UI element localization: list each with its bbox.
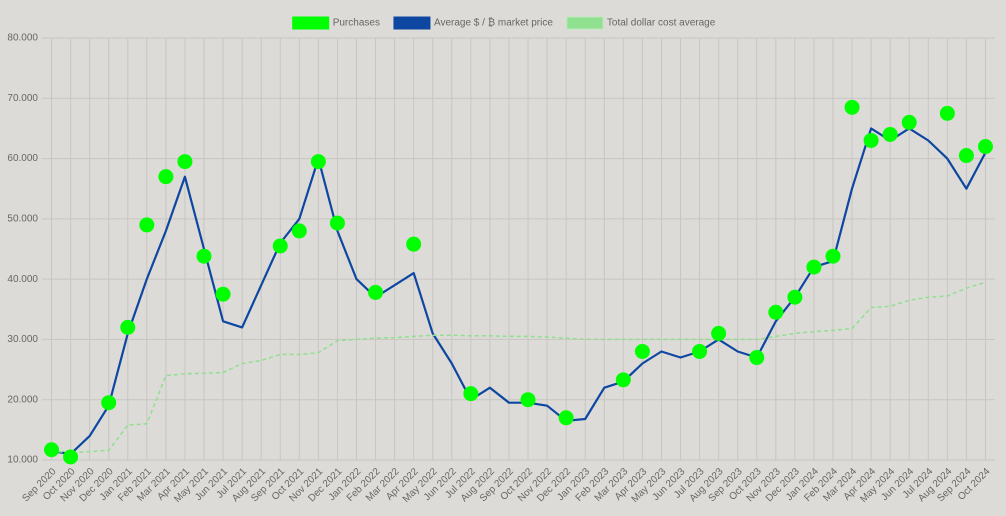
purchase-point — [463, 386, 479, 402]
purchase-point — [44, 442, 60, 458]
purchase-point — [825, 248, 841, 264]
purchase-point — [634, 343, 650, 359]
purchase-point — [863, 132, 879, 148]
y-tick-label: 20.000 — [7, 394, 38, 405]
purchase-point — [177, 154, 193, 170]
purchase-point — [406, 236, 422, 252]
legend: Purchases Average $ / ₿ market price Total… — [292, 16, 716, 30]
y-tick-label: 70.000 — [7, 93, 38, 104]
purchase-point — [215, 286, 231, 302]
purchase-point — [158, 169, 174, 185]
purchase-point — [768, 304, 784, 320]
purchase-point — [939, 105, 955, 121]
series-line — [51, 127, 987, 456]
purchase-point — [615, 372, 631, 388]
legend-label: Average $ / ₿ market price — [434, 17, 553, 29]
y-tick-label: 40.000 — [7, 274, 38, 285]
legend-swatch — [393, 16, 431, 30]
purchase-point — [749, 350, 765, 366]
purchase-point — [291, 223, 307, 239]
purchase-point — [196, 248, 212, 264]
purchase-point — [368, 284, 384, 300]
legend-label: Purchases — [333, 18, 380, 29]
purchase-point — [901, 114, 917, 130]
purchase-point — [977, 139, 993, 155]
purchase-point — [101, 395, 117, 411]
purchase-point — [120, 319, 136, 335]
purchase-point — [692, 343, 708, 359]
y-tick-label: 10.000 — [7, 455, 38, 466]
purchase-point — [958, 148, 974, 164]
y-tick-label: 60.000 — [7, 153, 38, 164]
purchase-point — [520, 392, 536, 408]
purchase-point — [139, 217, 155, 233]
series-line — [51, 281, 986, 454]
purchase-point — [806, 259, 822, 275]
purchase-point — [844, 99, 860, 115]
legend-label: Total dollar cost average — [607, 18, 716, 29]
purchase-point — [310, 154, 326, 170]
y-tick-label: 80.000 — [7, 33, 38, 44]
legend-swatch — [292, 16, 330, 30]
purchase-point — [558, 410, 574, 426]
purchase-point — [787, 289, 803, 305]
y-tick-label: 30.000 — [7, 334, 38, 345]
purchase-point — [272, 238, 288, 254]
purchase-point — [882, 126, 898, 142]
y-tick-label: 50.000 — [7, 213, 38, 224]
purchase-point — [63, 449, 79, 465]
purchase-point — [711, 325, 727, 341]
purchase-point — [329, 215, 345, 231]
legend-swatch — [566, 16, 604, 30]
